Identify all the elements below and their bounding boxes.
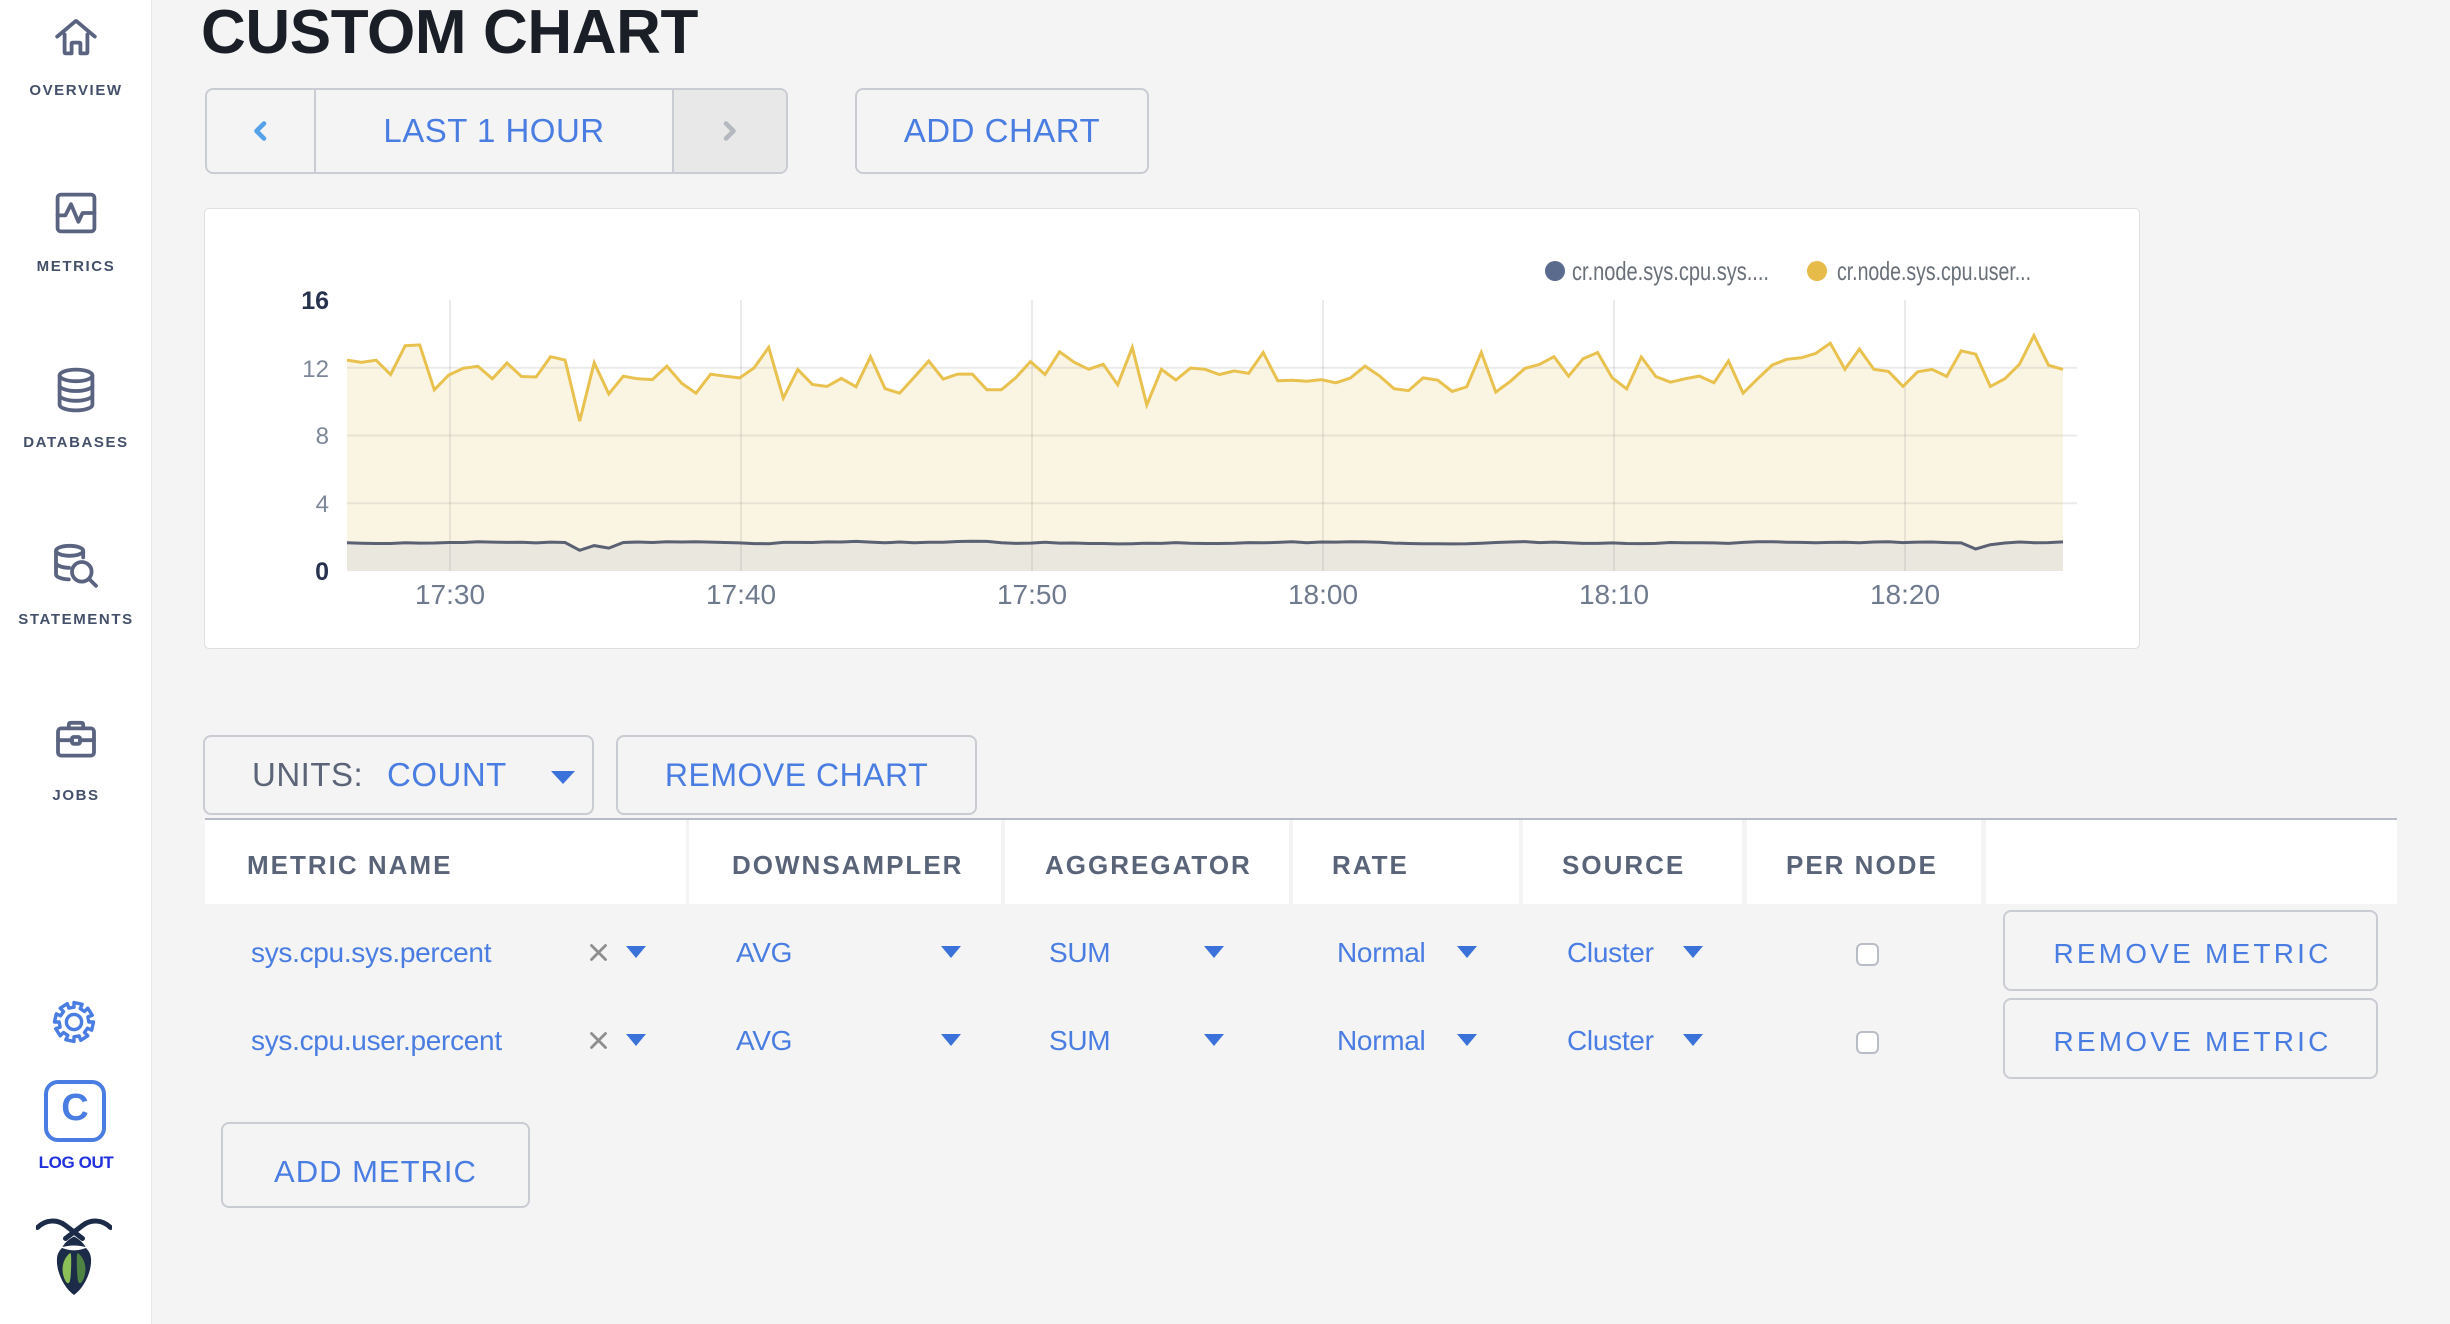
svg-text:4: 4	[316, 491, 329, 518]
svg-text:cr.node.sys.cpu.sys....: cr.node.sys.cpu.sys....	[1572, 256, 1769, 286]
svg-text:18:20: 18:20	[1870, 579, 1940, 610]
svg-text:8: 8	[316, 423, 329, 450]
svg-text:17:30: 17:30	[415, 579, 485, 610]
svg-text:0: 0	[315, 558, 329, 586]
svg-text:17:40: 17:40	[706, 579, 776, 610]
svg-text:17:50: 17:50	[997, 579, 1067, 610]
svg-text:18:00: 18:00	[1288, 579, 1358, 610]
svg-text:18:10: 18:10	[1579, 579, 1649, 610]
svg-text:cr.node.sys.cpu.user...: cr.node.sys.cpu.user...	[1837, 256, 2031, 286]
svg-text:16: 16	[301, 287, 329, 315]
svg-text:12: 12	[302, 356, 329, 383]
